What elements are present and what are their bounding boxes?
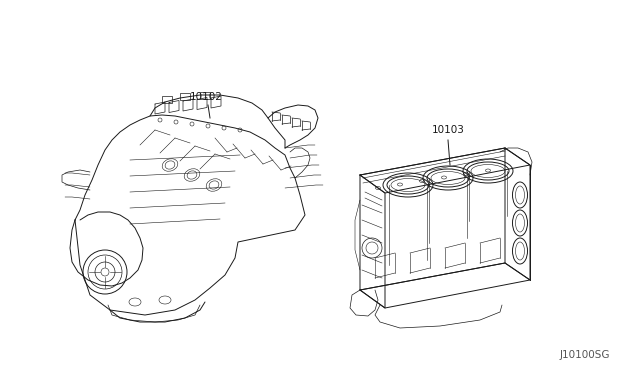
Bar [200,92,210,99]
Text: J10100SG: J10100SG [559,350,610,360]
Text: 10103: 10103 [432,125,465,135]
Bar [180,93,190,100]
Text: 10102: 10102 [190,92,223,102]
Bar [162,96,172,103]
